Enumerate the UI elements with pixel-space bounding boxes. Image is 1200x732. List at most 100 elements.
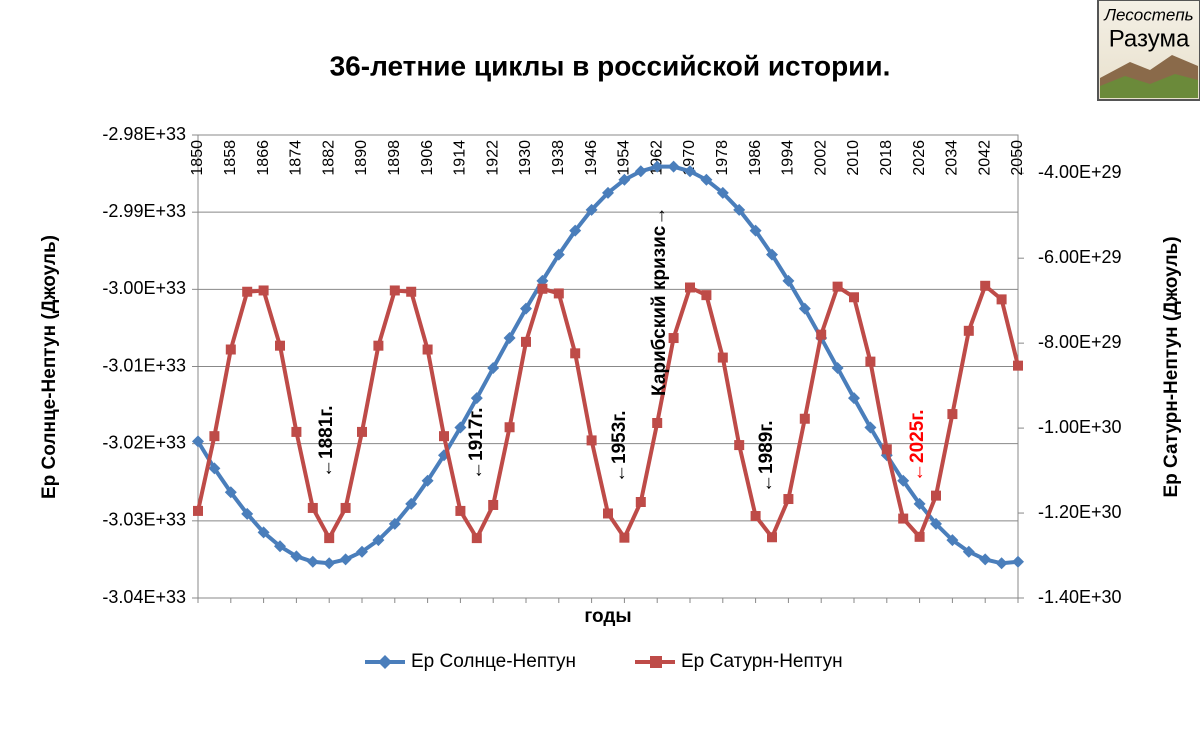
data-point — [307, 502, 318, 513]
data-point — [389, 285, 400, 296]
x-tick-label: 1874 — [288, 140, 305, 176]
x-tick-label: 1866 — [255, 140, 272, 176]
x-tick-label: 2018 — [878, 140, 895, 176]
data-point — [421, 474, 434, 487]
data-point — [585, 203, 598, 216]
data-point — [503, 331, 516, 344]
data-point — [324, 533, 335, 544]
data-point — [652, 417, 663, 428]
data-point — [339, 553, 352, 566]
data-point — [388, 517, 401, 530]
data-point — [306, 555, 319, 568]
x-tick-label: 2026 — [911, 140, 928, 176]
y-tick-label: -2.98E+33 — [102, 124, 186, 144]
legend-marker — [378, 655, 392, 669]
data-point — [716, 186, 729, 199]
annotation: ←1881г. — [316, 405, 337, 478]
data-point — [405, 497, 418, 510]
x-tick-label: 1938 — [550, 140, 567, 176]
series-line — [196, 164, 1019, 566]
data-point — [569, 224, 582, 237]
data-point — [275, 340, 285, 351]
data-point — [422, 344, 433, 355]
data-point — [767, 532, 777, 543]
data-point — [831, 362, 844, 375]
data-point — [667, 160, 680, 173]
data-point — [963, 325, 974, 336]
legend-label: Ер Сатурн-Нептун — [681, 651, 843, 672]
data-point — [749, 224, 762, 237]
data-point — [537, 283, 548, 294]
data-point — [619, 532, 630, 543]
data-point — [947, 409, 958, 420]
logo-line1: Лесостепь — [1103, 5, 1193, 24]
data-point — [504, 422, 515, 433]
data-point — [914, 531, 925, 542]
data-point — [209, 431, 220, 442]
x-tick-label: 1850 — [189, 140, 206, 176]
y-tick-label: -3.03E+33 — [102, 510, 186, 530]
data-point — [340, 502, 351, 513]
data-point — [865, 356, 876, 367]
annotation: ←1917г. — [466, 407, 487, 480]
data-point — [717, 352, 728, 363]
data-point — [995, 557, 1008, 570]
data-point — [799, 413, 810, 424]
data-point — [864, 421, 877, 434]
data-point — [224, 486, 237, 499]
data-point — [257, 526, 270, 539]
data-point — [553, 288, 564, 299]
data-point — [208, 462, 221, 475]
annotation: Карибский кризис→ — [649, 207, 670, 396]
data-point — [241, 507, 254, 520]
x-tick-label: 2034 — [944, 140, 961, 176]
data-point — [521, 336, 531, 347]
data-point — [618, 173, 631, 186]
x-tick-label: 1858 — [222, 140, 239, 176]
x-tick-label: 1978 — [714, 140, 731, 176]
data-point — [651, 160, 664, 173]
data-point — [733, 203, 746, 216]
data-point — [996, 294, 1007, 305]
data-point — [225, 344, 236, 355]
annotation: ←2025г. — [907, 409, 928, 482]
data-point — [668, 333, 679, 344]
data-point — [766, 248, 778, 261]
data-point — [586, 435, 597, 446]
x-tick-label: 1890 — [353, 140, 370, 176]
x-tick-label: 1970 — [681, 140, 698, 176]
data-point — [979, 553, 992, 566]
data-point — [685, 282, 695, 293]
data-point — [406, 286, 417, 297]
data-point — [470, 392, 483, 405]
data-point — [258, 285, 269, 296]
x-tick-label: 1898 — [386, 140, 403, 176]
data-point — [701, 290, 712, 301]
x-tick-label: 2010 — [845, 140, 862, 176]
data-point — [274, 540, 286, 553]
data-point — [898, 513, 909, 524]
y2-tick-label: -4.00E+29 — [1038, 162, 1122, 182]
data-point — [291, 426, 302, 437]
data-point — [356, 545, 368, 558]
x-tick-label: 2042 — [976, 140, 993, 176]
annotation: ←1953г. — [609, 410, 630, 483]
data-point — [881, 444, 892, 455]
data-point — [290, 550, 303, 563]
data-point — [552, 248, 565, 261]
data-point — [242, 286, 253, 297]
y2-tick-label: -8.00E+29 — [1038, 332, 1122, 352]
data-point — [782, 274, 795, 287]
data-point — [603, 508, 613, 519]
data-point — [783, 494, 794, 505]
x-tick-label: 1946 — [583, 140, 600, 176]
data-point — [488, 499, 499, 510]
y2-tick-label: -1.40E+30 — [1038, 587, 1122, 607]
x-tick-label: 1954 — [616, 140, 633, 176]
series — [193, 280, 1023, 544]
x-tick-label: 1922 — [484, 140, 501, 176]
data-point — [323, 557, 336, 570]
data-point — [454, 421, 467, 434]
data-point — [734, 440, 745, 451]
